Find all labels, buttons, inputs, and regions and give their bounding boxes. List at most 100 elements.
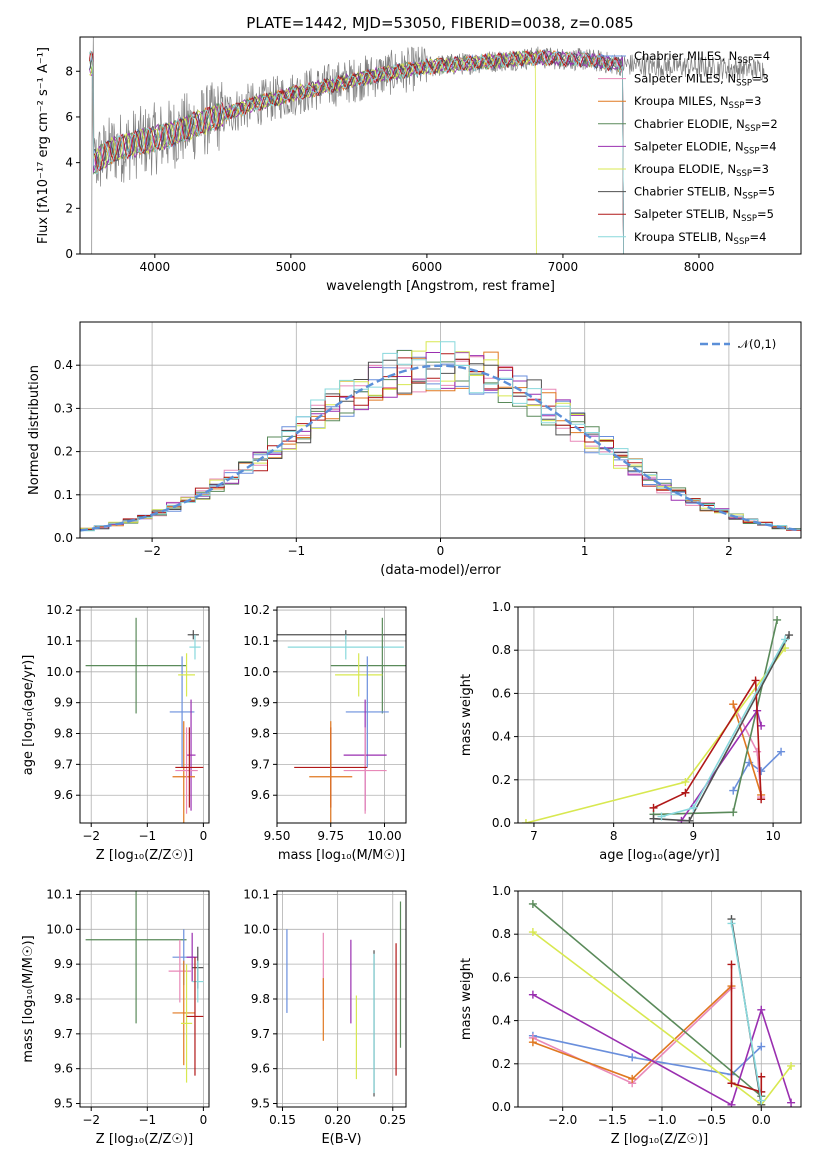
weight-marker	[685, 816, 694, 823]
weight-marker	[628, 1053, 637, 1062]
model-5	[89, 50, 537, 254]
model-6	[89, 48, 624, 254]
y-tick-label: 0.4	[492, 730, 511, 744]
weight-marker	[727, 1079, 736, 1088]
y-axis-label: mass weight	[459, 958, 474, 1040]
weight-marker	[657, 812, 666, 821]
axes-frame	[79, 36, 802, 255]
x-tick-label: 8000	[684, 260, 715, 274]
y-tick-label: 9.9	[251, 957, 270, 971]
weight-marker	[649, 803, 658, 812]
weight-marker	[727, 1100, 736, 1107]
x-tick-label: −1.0	[647, 1113, 676, 1127]
plot-area	[80, 341, 801, 532]
x-tick-label: −1	[287, 544, 305, 558]
y-tick-label: 0.1	[54, 488, 73, 502]
weight-line-5	[525, 647, 786, 823]
panel-weight_vs_age: 7 8 9 10 0.0 0.2 0.4 0.6 0.8 1.0 age [log₁₀(age/yr…	[459, 600, 802, 863]
y-tick-label: 0.8	[492, 643, 511, 657]
weight-marker	[727, 960, 736, 969]
y-tick-label: 10.2	[243, 603, 270, 617]
x-tick-label: −2	[82, 829, 100, 843]
normal-curve	[80, 364, 801, 532]
y-axis-label: age [log₁₀(age/yr)]	[21, 655, 36, 776]
y-tick-label: 9.7	[251, 757, 270, 771]
y-tick-label: 9.5	[54, 1097, 73, 1111]
axes-frame	[517, 606, 802, 824]
x-tick-label: 10.00	[367, 829, 401, 843]
y-axis-label: mass weight	[459, 674, 474, 756]
x-tick-label: 2	[725, 544, 733, 558]
weight-marker	[528, 990, 537, 999]
x-axis-label: mass [log₁₀(M/M☉)]	[278, 848, 405, 863]
plot-area	[286, 901, 402, 1097]
x-tick-label: 7	[530, 829, 538, 843]
legend-label: Chabrier MILES, NSSP=4	[634, 49, 770, 66]
plot-area	[85, 891, 204, 1083]
weight-marker	[521, 819, 530, 823]
x-axis-label: Z [log₁₀(Z/Z☉)]	[611, 1132, 708, 1147]
legend-label: Salpeter ELODIE, NSSP=4	[634, 139, 777, 156]
plot-area	[277, 617, 406, 823]
weight-marker	[773, 615, 782, 624]
legend-label: Chabrier STELIB, NSSP=5	[634, 185, 775, 202]
model-4	[89, 50, 624, 254]
y-tick-label: 0.0	[492, 816, 511, 830]
y-tick-label: 0.6	[492, 970, 511, 984]
x-tick-label: 6000	[412, 260, 443, 274]
weight-line-6	[653, 634, 790, 822]
y-tick-label: 9.6	[54, 788, 73, 802]
weight-marker	[729, 786, 738, 795]
x-axis-label: Z [log₁₀(Z/Z☉)]	[96, 848, 193, 863]
x-axis-label: Z [log₁₀(Z/Z☉)]	[96, 1132, 193, 1147]
weight-line-8	[730, 923, 763, 1101]
axes-frame	[79, 606, 210, 824]
weight-line-4	[532, 994, 792, 1106]
weight-marker	[787, 1098, 796, 1107]
y-tick-label: 0	[65, 247, 73, 261]
y-tick-label: 9.8	[54, 727, 73, 741]
panel-weight_vs_Z: −2.0 −1.5 −1.0 −0.5 0.0 0.0 0.2 0.4 0.6 0.8 1.0 Z […	[459, 884, 802, 1147]
y-tick-label: 1.0	[492, 884, 511, 898]
x-axis-label: age [log₁₀(age/yr)]	[599, 848, 720, 863]
weight-line-7	[653, 677, 762, 809]
legend-label: Kroupa MILES, NSSP=3	[634, 94, 761, 111]
x-axis-label: wavelength [Angstrom, rest frame]	[326, 279, 555, 294]
y-tick-label: 10.0	[243, 922, 270, 936]
x-tick-label: −1	[138, 1113, 156, 1127]
weight-marker	[649, 814, 658, 823]
x-tick-label: 0.20	[324, 1113, 351, 1127]
weight-marker	[757, 1042, 766, 1051]
x-tick-label: −1	[138, 829, 156, 843]
y-tick-label: 0.4	[492, 1014, 511, 1028]
x-tick-label: −2	[82, 1113, 100, 1127]
x-tick-label: 0	[200, 829, 208, 843]
legend-label: Chabrier ELODIE, NSSP=2	[634, 117, 778, 134]
legend-label: Salpeter STELIB, NSSP=5	[634, 207, 774, 224]
weight-marker	[753, 747, 762, 756]
model-8	[89, 50, 624, 254]
weight-marker	[757, 1005, 766, 1014]
y-tick-label: 6	[65, 110, 73, 124]
plot-area	[528, 899, 796, 1107]
x-tick-label: −2	[143, 544, 161, 558]
x-tick-label: 9.50	[264, 829, 291, 843]
y-axis-label: Normed distribution	[27, 365, 42, 495]
weight-marker	[787, 1061, 796, 1070]
legend-label: Kroupa ELODIE, NSSP=3	[634, 162, 769, 179]
weight-marker	[729, 808, 738, 817]
x-tick-label: 0.0	[752, 1113, 771, 1127]
plot-area	[85, 617, 204, 823]
y-axis-label: mass [log₁₀(M/M☉)]	[21, 935, 36, 1062]
y-tick-label: 8	[65, 64, 73, 78]
panel-age_vs_Z: −2 −1 0 9.6 9.7 9.8 9.9 10.0 10.1 10.2 Z [log₁₀(Z/…	[21, 603, 210, 863]
x-tick-label: −1.5	[598, 1113, 627, 1127]
y-tick-label: 9.9	[54, 957, 73, 971]
y-tick-label: 10.0	[243, 665, 270, 679]
y-tick-label: 0.6	[492, 686, 511, 700]
y-tick-label: 4	[65, 156, 73, 170]
x-tick-label: 5000	[276, 260, 307, 274]
spectrum-legend: Chabrier MILES, NSSP=4 Salpeter MILES, NS…	[598, 49, 778, 247]
figure-title: PLATE=1442, MJD=53050, FIBERID=0038, z=0…	[246, 14, 633, 32]
